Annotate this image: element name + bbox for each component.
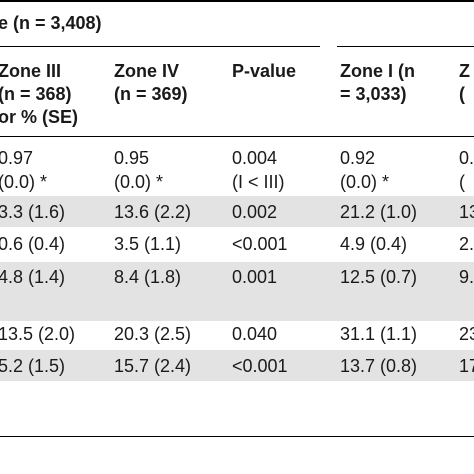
table-cell: 13.7 (0.8): [340, 356, 418, 376]
table-cell: 0.004 (I < III): [232, 148, 285, 192]
title-rule-left: [0, 46, 320, 47]
table-cell: 17: [459, 356, 474, 376]
table-cell: 13.5 (2.0): [0, 324, 76, 344]
table-cell: 3.3 (1.6): [0, 202, 66, 222]
table-cell: 0.002: [232, 202, 278, 222]
col-header-zone-ii: Z(: [459, 61, 470, 104]
title-rule-right: [337, 46, 474, 47]
row-band-2: [0, 196, 474, 227]
table-cell: 0.(: [459, 148, 474, 192]
table-title: e (n = 3,408): [0, 13, 102, 33]
table-cell: <0.001: [232, 356, 288, 376]
table-cell: 31.1 (1.1): [340, 324, 418, 344]
table-cell: 0.001: [232, 267, 278, 287]
table-cell: 12.5 (0.7): [340, 267, 418, 287]
col-header-p-value: P-value: [232, 61, 297, 81]
table-cell: 2.: [459, 234, 474, 254]
table-cell: 0.97 (0.0) *: [0, 148, 48, 192]
table-cell: 9.: [459, 267, 474, 287]
table-cell: 23: [459, 324, 474, 344]
table-cell: 4.9 (0.4): [340, 234, 408, 254]
table-cell: 0.92 (0.0) *: [340, 148, 390, 192]
table-cell: 5.2 (1.5): [0, 356, 66, 376]
col-header-zone-iii: Zone III (n = 368) or % (SE): [0, 61, 79, 127]
table-cell: 8.4 (1.8): [114, 267, 182, 287]
table-cell: 13.6 (2.2): [114, 202, 192, 222]
row-band-7: [0, 350, 474, 381]
header-rule: [0, 136, 474, 137]
table-cell: 13: [459, 202, 474, 222]
col-header-zone-i: Zone I (n = 3,033): [340, 61, 415, 104]
col-header-zone-iv: Zone IV (n = 369): [114, 61, 188, 104]
table-cell: 4.8 (1.4): [0, 267, 66, 287]
table-cell: 0.95 (0.0) *: [114, 148, 164, 192]
table-cell: <0.001: [232, 234, 288, 254]
row-band-4: [0, 262, 474, 321]
bottom-rule: [0, 436, 474, 437]
table-cell: 0.040: [232, 324, 278, 344]
table-cell: 20.3 (2.5): [114, 324, 192, 344]
table-cell: 0.6 (0.4): [0, 234, 66, 254]
table-cell: 15.7 (2.4): [114, 356, 192, 376]
table-cell: 21.2 (1.0): [340, 202, 418, 222]
table-cell: 3.5 (1.1): [114, 234, 182, 254]
top-rule: [0, 0, 474, 2]
